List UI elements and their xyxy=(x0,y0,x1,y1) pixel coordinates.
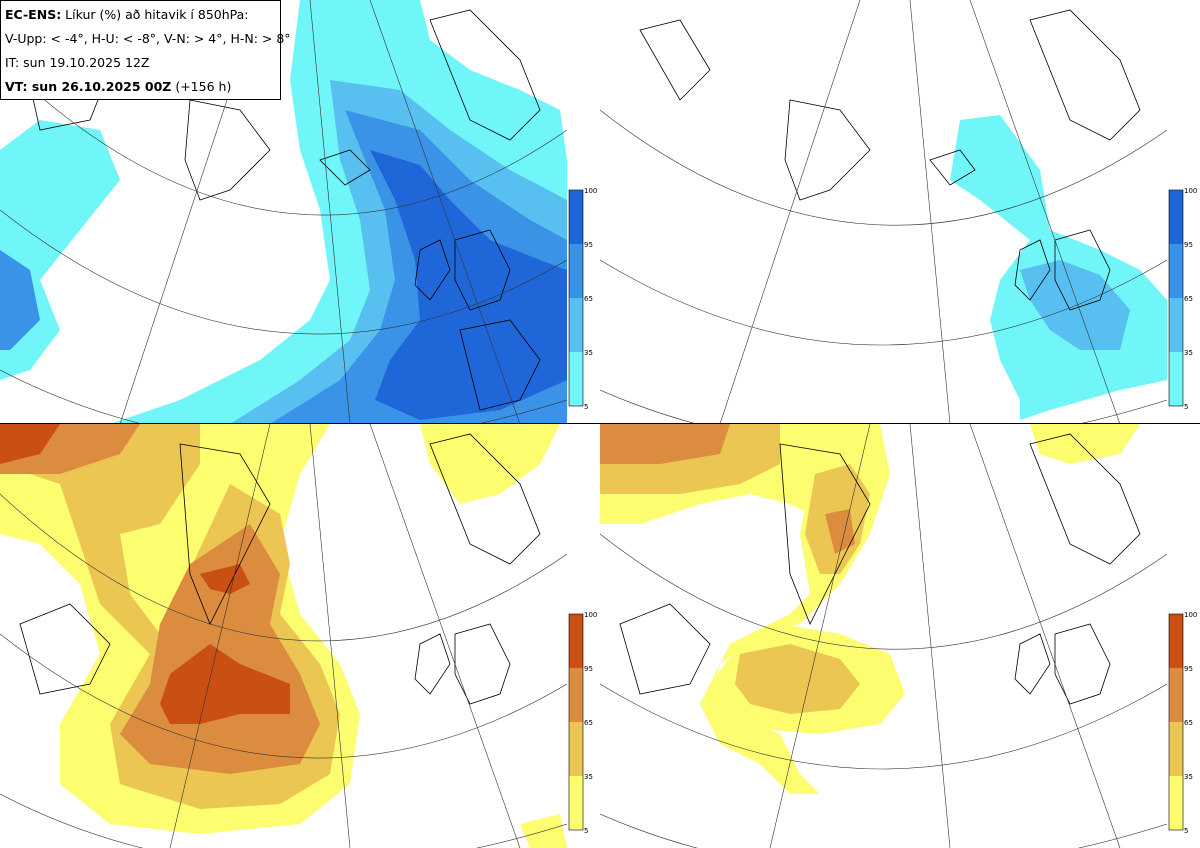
colorbar-warm-right: 100 95 65 35 5 xyxy=(1167,611,1200,835)
colorbar-swatch xyxy=(1169,668,1183,722)
colorbar-swatches xyxy=(1168,189,1184,407)
map-panel-h-u xyxy=(600,0,1167,424)
colorbar-tick-label: 35 xyxy=(1184,773,1193,781)
info-line-3: IT: sun 19.10.2025 12Z xyxy=(5,55,150,70)
colorbar-tick-label: 35 xyxy=(584,349,593,357)
map-h-u xyxy=(600,0,1167,424)
map-panel-h-n xyxy=(600,424,1167,848)
colorbar-swatch xyxy=(1169,722,1183,776)
coastlines xyxy=(639,9,1141,311)
colorbar-cold-right: 100 95 65 35 5 xyxy=(1167,187,1200,411)
colorbar-frame xyxy=(568,189,584,407)
colorbar-swatch xyxy=(1169,298,1183,352)
info-box: EC-ENS: Líkur (%) að hitavik í 850hPa: V… xyxy=(0,0,291,100)
coastlines xyxy=(619,433,1141,705)
colorbar-tick-label: 5 xyxy=(584,403,589,411)
colorbar-swatch xyxy=(569,298,583,352)
colorbar-swatches xyxy=(568,613,584,831)
map-panel-v-n xyxy=(0,424,567,848)
colorbar-cold-left: 100 95 65 35 5 xyxy=(567,187,600,411)
colorbar-swatch xyxy=(1169,776,1183,830)
colorbar-frame xyxy=(1168,613,1184,831)
info-line-1: EC-ENS: Líkur (%) að hitavik í 850hPa: xyxy=(5,7,249,22)
colorbar-swatch xyxy=(569,668,583,722)
graticule xyxy=(0,424,567,848)
colorbar-tick-label: 35 xyxy=(584,773,593,781)
map-h-n xyxy=(600,424,1167,848)
colorbar-tick-label: 95 xyxy=(1184,665,1193,673)
colorbar-tick-label: 100 xyxy=(1184,611,1198,619)
colorbar-swatch xyxy=(569,614,583,668)
colorbar-tick-label: 100 xyxy=(1184,187,1198,195)
colorbar-swatch xyxy=(1169,244,1183,298)
probability-shading xyxy=(950,115,1167,420)
colorbar-swatch xyxy=(569,244,583,298)
colorbar-swatch xyxy=(1169,352,1183,406)
info-line-2: V-Upp: < -4°, H-U: < -8°, V-N: > 4°, H-N… xyxy=(5,31,291,46)
colorbar-tick-label: 95 xyxy=(584,241,593,249)
colorbar-tick-label: 100 xyxy=(584,187,598,195)
colorbar-swatches xyxy=(1168,613,1184,831)
colorbar-tick-label: 65 xyxy=(1184,719,1193,727)
colorbar-tick-label: 95 xyxy=(1184,241,1193,249)
info-line-4: VT: sun 26.10.2025 00Z (+156 h) xyxy=(5,79,232,94)
probability-shading xyxy=(0,424,567,848)
colorbar-swatches xyxy=(568,189,584,407)
colorbar-swatch xyxy=(569,190,583,244)
colorbar-swatch xyxy=(1169,190,1183,244)
colorbar-frame xyxy=(1168,189,1184,407)
horizontal-divider xyxy=(0,423,1200,424)
colorbar-tick-label: 65 xyxy=(1184,295,1193,303)
colorbar-swatch xyxy=(569,722,583,776)
colorbar-tick-label: 100 xyxy=(584,611,598,619)
map-v-n xyxy=(0,424,567,848)
colorbar-swatch xyxy=(569,776,583,830)
colorbar-tick-label: 5 xyxy=(1184,827,1189,835)
colorbar-tick-label: 5 xyxy=(1184,403,1189,411)
graticule xyxy=(0,0,567,424)
probability-shading xyxy=(600,424,1140,794)
colorbar-frame xyxy=(568,613,584,831)
colorbar-swatch xyxy=(1169,614,1183,668)
colorbar-swatch xyxy=(569,352,583,406)
colorbar-tick-label: 65 xyxy=(584,295,593,303)
colorbar-tick-label: 65 xyxy=(584,719,593,727)
coastlines xyxy=(19,433,541,705)
colorbar-warm-left: 100 95 65 35 5 xyxy=(567,611,600,835)
colorbar-tick-label: 95 xyxy=(584,665,593,673)
colorbar-tick-label: 5 xyxy=(584,827,589,835)
map-panel-v-upp xyxy=(0,0,567,424)
colorbar-tick-label: 35 xyxy=(1184,349,1193,357)
probability-shading xyxy=(0,0,567,424)
